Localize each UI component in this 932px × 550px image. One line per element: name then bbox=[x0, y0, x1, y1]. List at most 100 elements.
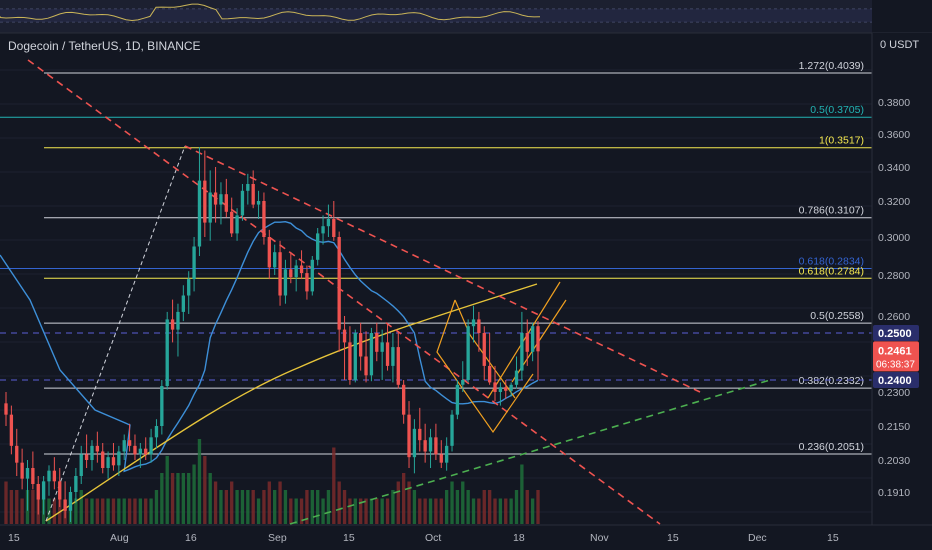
volume-bar bbox=[375, 498, 379, 524]
volume-bar bbox=[224, 490, 228, 524]
volume-bar bbox=[487, 490, 492, 524]
candle-body bbox=[342, 329, 347, 343]
volume-bar bbox=[170, 473, 175, 524]
badge-upper: 0.2500 bbox=[878, 328, 912, 340]
volume-bar bbox=[4, 481, 8, 524]
trend-red-main bbox=[27, 59, 661, 525]
candle-body bbox=[267, 237, 271, 268]
candle-body bbox=[514, 370, 519, 385]
candle-body bbox=[79, 454, 83, 476]
y-tick-label: 0.3000 bbox=[878, 232, 910, 244]
volume-bar bbox=[101, 498, 105, 524]
volume-bar bbox=[396, 481, 400, 524]
volume-bar bbox=[439, 498, 443, 524]
candle-body bbox=[117, 451, 121, 466]
x-tick-label: 18 bbox=[513, 532, 525, 544]
fib-label: 0.382(0.2332) bbox=[799, 375, 864, 387]
volume-bar bbox=[31, 490, 35, 524]
candle-body bbox=[428, 437, 433, 452]
volume-bar bbox=[138, 498, 143, 524]
fib-label: 0.5(0.3705) bbox=[810, 104, 864, 116]
candle-body bbox=[149, 437, 153, 455]
volume-bar bbox=[90, 498, 94, 524]
volume-bar bbox=[321, 498, 325, 524]
candle-body bbox=[487, 365, 492, 383]
x-tick-label: 15 bbox=[827, 532, 839, 544]
volume-bar bbox=[471, 498, 476, 524]
candle-body bbox=[176, 311, 180, 330]
volume-bar bbox=[133, 498, 137, 524]
time-axis[interactable]: 15 Aug 16 Sep 15 Oct 18 Nov 15 Dec 15 bbox=[0, 524, 932, 544]
volume-bar bbox=[84, 498, 89, 524]
candle-body bbox=[208, 192, 212, 223]
current-price-bg bbox=[873, 341, 919, 372]
volume-bar bbox=[219, 490, 223, 524]
volume-bar bbox=[316, 490, 320, 524]
volume-bar bbox=[208, 473, 212, 524]
volume-bar bbox=[520, 464, 524, 524]
candle-body bbox=[348, 342, 352, 380]
y-tick-label: 0.1910 bbox=[878, 487, 910, 499]
x-tick-label: Sep bbox=[268, 532, 287, 544]
candle-body bbox=[90, 445, 94, 460]
current-price-label: 0.2461 bbox=[878, 345, 912, 357]
x-tick-label: Aug bbox=[110, 532, 129, 544]
candle-body bbox=[31, 468, 35, 484]
candle-body bbox=[224, 194, 228, 212]
candle-body bbox=[482, 333, 486, 366]
candle-body bbox=[283, 269, 288, 296]
price-axis[interactable]: 0.3800 0.3600 0.3400 0.3200 0.3000 0.2800 0.26… bbox=[871, 33, 932, 525]
volume-bar bbox=[418, 498, 422, 524]
volume-bar bbox=[246, 490, 250, 524]
candle-body bbox=[423, 440, 427, 452]
candle-body bbox=[36, 484, 40, 500]
x-tick-label: Oct bbox=[425, 532, 441, 544]
candle-body bbox=[63, 499, 67, 511]
y-tick-label: 0.2300 bbox=[878, 387, 910, 399]
candle-body bbox=[160, 386, 164, 426]
candle-body bbox=[536, 326, 540, 352]
candle-body bbox=[332, 219, 336, 237]
volume-bar bbox=[348, 498, 352, 524]
volume-bar bbox=[176, 473, 180, 524]
volume-bar bbox=[509, 498, 513, 524]
volume-bar bbox=[514, 490, 519, 524]
candle-body bbox=[353, 333, 357, 380]
candle-body bbox=[170, 319, 175, 330]
volume-bar bbox=[251, 490, 255, 524]
candle-body bbox=[47, 470, 51, 482]
candle-body bbox=[305, 273, 309, 292]
volume-bar bbox=[536, 490, 540, 524]
volume-bar bbox=[192, 464, 196, 524]
volume-bar bbox=[423, 498, 427, 524]
candle-body bbox=[273, 252, 277, 268]
candle-body bbox=[192, 246, 196, 280]
volume-bar bbox=[283, 490, 288, 524]
volume-bar bbox=[111, 498, 116, 524]
candle-body bbox=[316, 233, 320, 260]
volume-bar bbox=[337, 481, 341, 524]
candle-body bbox=[52, 470, 57, 482]
candle-body bbox=[251, 184, 255, 205]
currency-unit[interactable]: 0 USDT bbox=[880, 39, 920, 51]
volume-bar bbox=[52, 498, 57, 524]
candle-body bbox=[450, 414, 454, 446]
symbol-title[interactable]: Dogecoin / TetherUS, 1D, BINANCE bbox=[8, 39, 201, 53]
badge-lower: 0.2400 bbox=[878, 375, 912, 387]
volume-bar bbox=[160, 473, 164, 524]
candle-body bbox=[434, 437, 438, 455]
candle-body bbox=[444, 445, 449, 463]
volume-bar bbox=[262, 490, 266, 524]
fib-levels: 1.272(0.4039) 0.5(0.3705) 1(0.3517) 0.786(0… bbox=[0, 60, 872, 513]
volume-bar bbox=[278, 481, 282, 524]
volume-bar bbox=[144, 498, 148, 524]
volume-bar bbox=[106, 498, 110, 524]
volume-bar bbox=[95, 498, 100, 524]
volume-bar bbox=[299, 498, 304, 524]
badge-upper-bg bbox=[873, 325, 919, 341]
candle-body bbox=[337, 237, 341, 330]
fib-label: 0.236(0.2051) bbox=[799, 441, 864, 453]
volume-bar bbox=[289, 498, 293, 524]
